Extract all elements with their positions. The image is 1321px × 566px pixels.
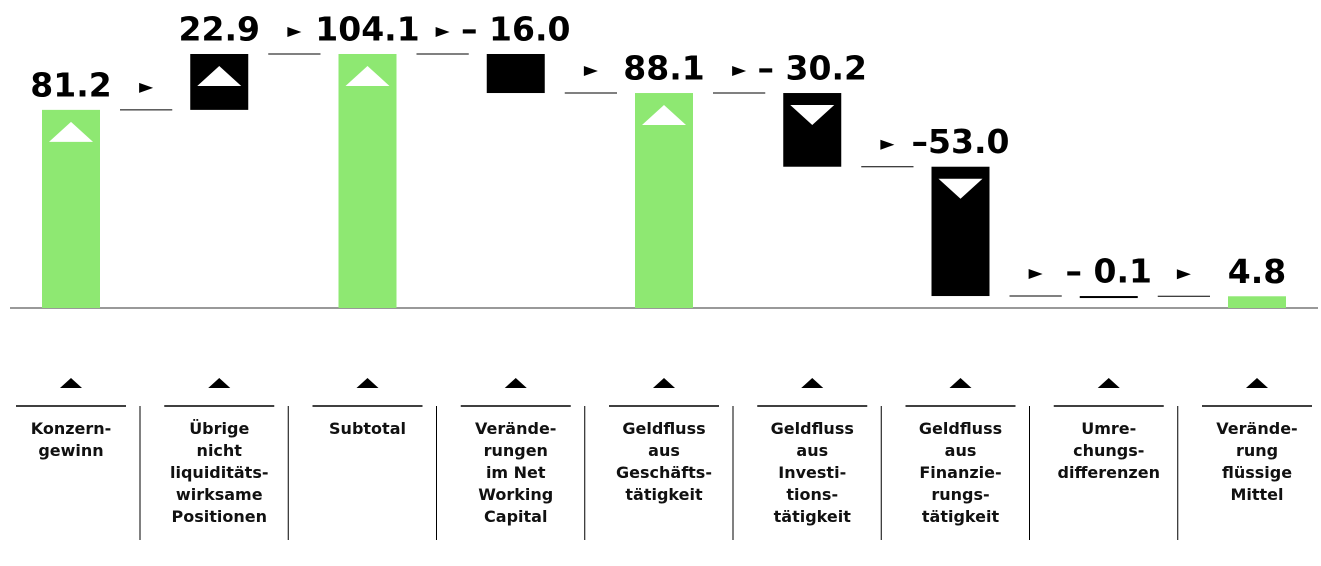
bar [783,93,842,167]
category-icon [801,378,824,388]
value-label: 104.1 [315,9,419,48]
value-label: 4.8 [1228,252,1286,291]
category-icon [60,378,82,388]
value-label: – 0.1 [1066,252,1152,291]
direction-icon [49,121,93,142]
category-label: Verände- rung flüssige Mittel [1216,419,1298,504]
bar [1079,296,1138,299]
category-label: Übrige nicht liquiditäts- wirksame Posit… [170,419,269,526]
connector-arrow [287,26,302,37]
category-icon [208,378,231,388]
direction-icon [345,65,390,86]
bar [338,53,397,308]
category-icon [356,378,379,388]
value-label: – 16.0 [461,9,570,48]
connector-arrow [435,26,450,37]
category-icon [949,378,972,388]
category-icon [504,378,527,388]
category-label: Verände- rungen im Net Working Capital [475,419,557,526]
direction-icon [938,178,983,199]
category-label: Umre- chungs- differenzen [1057,419,1160,482]
category-label: Geldfluss aus Finanzie- rungs- tätigkeit [918,419,1003,526]
value-label: – 30.2 [758,49,867,88]
connector-arrow [732,66,747,77]
category-icon [1097,378,1120,388]
category-icon [653,378,675,388]
value-label: –53.0 [912,122,1010,161]
category-label: Geldfluss aus Geschäfts- tätigkeit [616,419,712,504]
direction-icon [197,65,242,86]
connector-arrow [1176,269,1191,280]
bar [42,109,100,308]
direction-icon [642,105,686,126]
bar [635,93,693,308]
connector-arrow [139,82,154,93]
bar [486,53,545,94]
connector-arrow [880,139,895,150]
category-icon [1246,378,1268,388]
connector-arrow [583,66,598,77]
value-label: 81.2 [30,65,111,104]
connector-arrow [1028,269,1043,280]
bar [1228,296,1286,308]
value-label: 22.9 [179,9,260,48]
category-label: Subtotal [329,419,406,438]
category-label: Konzern- gewinn [30,419,112,460]
value-label: 88.1 [623,49,704,88]
direction-icon [790,105,835,126]
category-label: Geldfluss aus Investi- tions- tätigkeit [770,419,854,526]
